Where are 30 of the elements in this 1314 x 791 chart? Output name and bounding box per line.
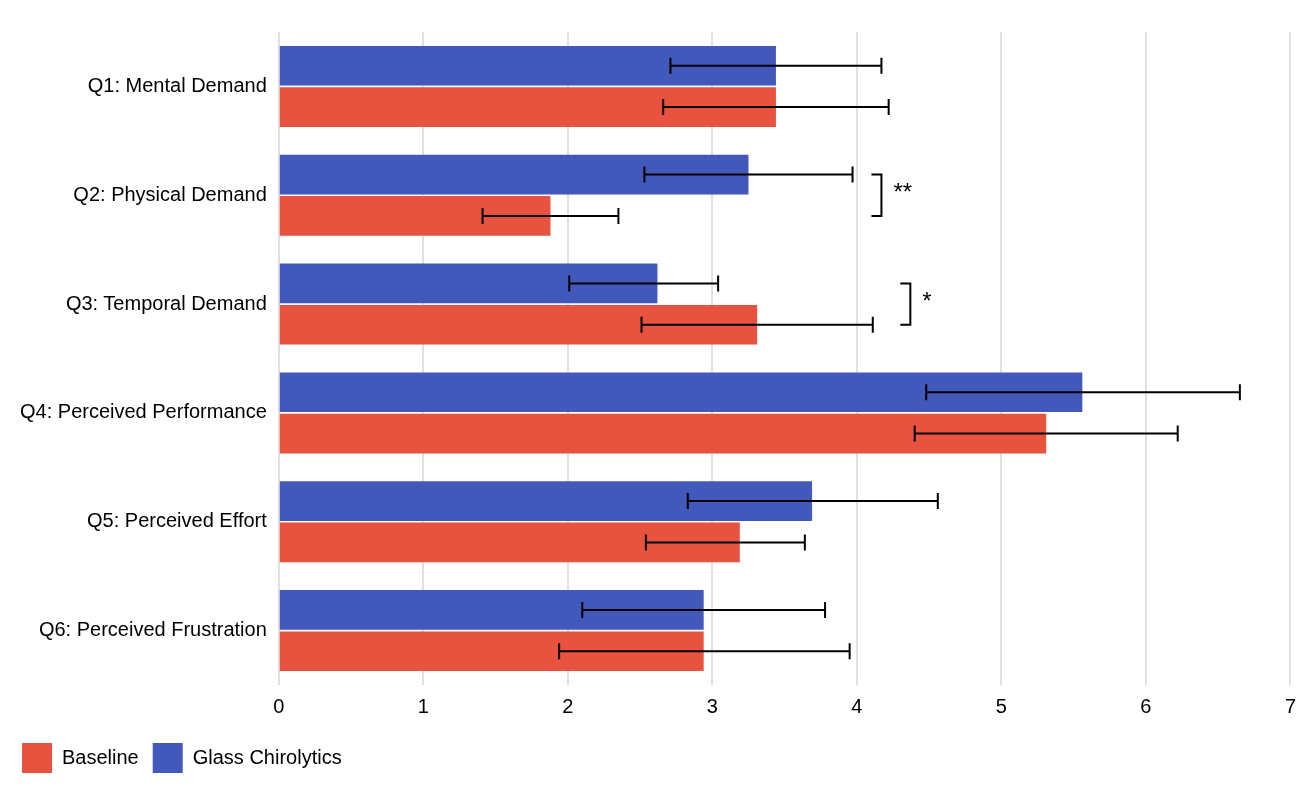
x-tick-label: 5 xyxy=(995,694,1007,717)
y-tick-label: Q5: Perceived Effort xyxy=(87,509,268,532)
x-tick-label: 4 xyxy=(851,694,863,717)
bar xyxy=(279,413,1047,454)
bar xyxy=(279,45,776,86)
bar xyxy=(279,481,813,521)
y-tick-label: Q3: Temporal Demand xyxy=(65,291,267,314)
annotation: ** xyxy=(893,177,913,205)
legend-label: Baseline xyxy=(62,745,139,768)
bar xyxy=(279,372,1083,413)
y-tick-label: Q2: Physical Demand xyxy=(73,182,267,205)
y-tick-label: Q1: Mental Demand xyxy=(87,73,267,96)
bar xyxy=(279,263,658,304)
x-tick-label: 7 xyxy=(1284,694,1296,717)
x-tick-label: 1 xyxy=(417,694,429,717)
bar xyxy=(279,304,758,345)
y-tick-label: Q6: Perceived Frustration xyxy=(38,618,267,641)
x-tick-label: 2 xyxy=(562,694,574,717)
x-tick-label: 0 xyxy=(273,694,285,717)
x-tick-label: 3 xyxy=(706,694,718,717)
bar xyxy=(279,522,740,563)
annotation: * xyxy=(922,286,932,314)
bar xyxy=(279,590,704,630)
x-tick-label: 6 xyxy=(1140,694,1152,717)
bar xyxy=(279,154,749,195)
bar xyxy=(279,87,776,127)
bar xyxy=(279,196,551,236)
bar xyxy=(279,631,704,672)
y-tick-label: Q4: Perceived Performance xyxy=(20,400,267,423)
legend-label: Glass Chirolytics xyxy=(192,745,342,768)
